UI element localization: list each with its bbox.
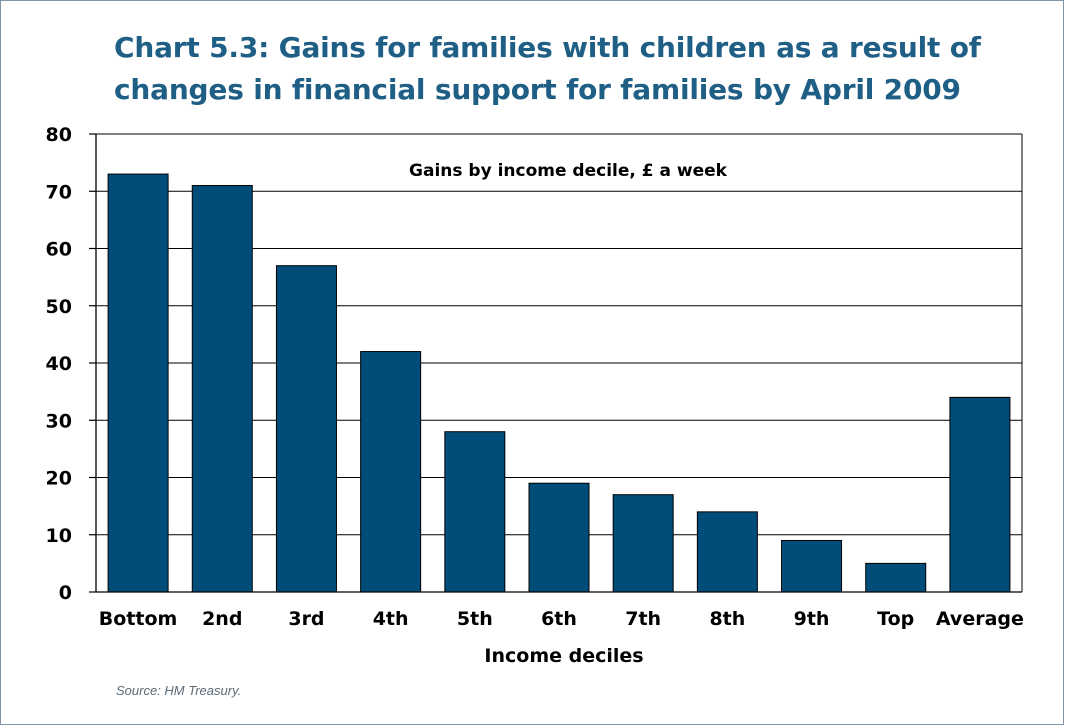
x-tick-label: 8th bbox=[709, 608, 745, 630]
x-tick-label: Bottom bbox=[99, 608, 178, 630]
bar-5th bbox=[444, 431, 506, 593]
y-tick-label: 20 bbox=[46, 468, 72, 490]
y-tick-labels: 0 10 20 30 40 50 60 70 80 bbox=[46, 124, 72, 604]
x-tick-label: 9th bbox=[794, 608, 830, 630]
y-tick-label: 60 bbox=[46, 239, 72, 261]
axes bbox=[95, 134, 1023, 593]
bar-bottom bbox=[107, 173, 169, 593]
y-tick-label: 30 bbox=[46, 410, 72, 432]
y-tick-label: 50 bbox=[46, 296, 72, 318]
x-tick-label: Average bbox=[936, 608, 1024, 630]
y-tick-label: 70 bbox=[46, 181, 72, 203]
bar-6th bbox=[528, 482, 590, 593]
bar-2nd bbox=[191, 185, 253, 593]
x-tick-labels: Bottom 2nd 3rd 4th 5th 6th 7th 8th 9th Top Average bbox=[99, 608, 1024, 630]
x-tick-label: 6th bbox=[541, 608, 577, 630]
x-tick-label: 7th bbox=[625, 608, 661, 630]
chart-title: Chart 5.3: Gains for families with child… bbox=[114, 27, 981, 111]
bar-9th bbox=[781, 539, 843, 593]
x-axis-title: Income deciles bbox=[484, 645, 643, 667]
y-tick-label: 0 bbox=[59, 582, 72, 604]
chart-subtitle: Gains by income decile, £ a week bbox=[409, 161, 728, 181]
bar-7th bbox=[612, 494, 674, 593]
bar-top bbox=[865, 562, 927, 593]
chart-title-line-1: Chart 5.3: Gains for families with child… bbox=[114, 31, 981, 64]
x-tick-label: Top bbox=[877, 608, 914, 630]
y-tick-label: 40 bbox=[46, 353, 72, 375]
bar-8th bbox=[696, 511, 758, 593]
bars bbox=[107, 173, 1011, 593]
x-tick-label: 2nd bbox=[202, 608, 242, 630]
bar-3rd bbox=[275, 265, 337, 593]
y-tick-label: 10 bbox=[46, 525, 72, 547]
x-tick-label: 5th bbox=[457, 608, 493, 630]
x-tick-label: 4th bbox=[373, 608, 409, 630]
y-tick-label: 80 bbox=[46, 124, 72, 146]
bar-average bbox=[949, 396, 1011, 593]
bar-4th bbox=[360, 351, 422, 593]
x-tick-label: 3rd bbox=[288, 608, 324, 630]
chart-title-line-2: changes in financial support for familie… bbox=[114, 73, 961, 106]
source-note: Source: HM Treasury. bbox=[116, 683, 242, 698]
